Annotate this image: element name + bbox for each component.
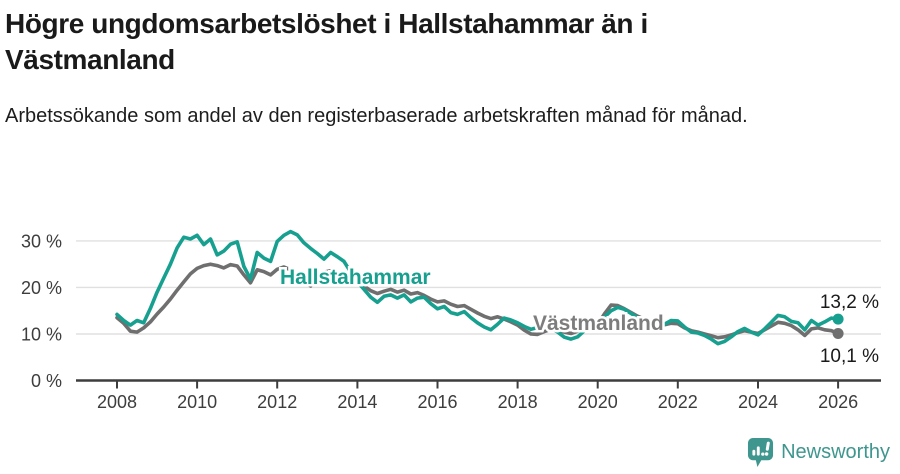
x-axis-tick-label: 2010 bbox=[177, 392, 217, 412]
x-axis-tick-label: 2024 bbox=[738, 392, 778, 412]
series-line-hallstahammar bbox=[115, 229, 840, 346]
series-label-hallstahammar: Hallstahammar bbox=[280, 266, 431, 289]
newsworthy-logo-icon bbox=[748, 438, 774, 467]
series-line-västmanland bbox=[115, 262, 840, 340]
series-end-dot-hallstahammar bbox=[832, 313, 844, 325]
y-axis-tick-label: 20 % bbox=[21, 278, 62, 298]
y-axis-tick-label: 30 % bbox=[21, 231, 62, 251]
line-chart: 30 % 20 % 10 % 0 % 2008 2010 2012 2014 2016 2018 2… bbox=[0, 200, 900, 474]
newsworthy-brand-text: Newsworthy bbox=[781, 441, 890, 463]
series-label-västmanland: Västmanland bbox=[533, 312, 664, 335]
end-value-label-hallstahammar: 13,2 % bbox=[820, 292, 879, 313]
end-value-label-västmanland: 10,1 % bbox=[820, 346, 879, 367]
y-axis-tick-label: 10 % bbox=[21, 325, 62, 345]
x-axis-tick-label: 2022 bbox=[658, 392, 698, 412]
newsworthy-branding: Newsworthy bbox=[747, 437, 890, 468]
y-axis-tick-label: 0 % bbox=[31, 371, 62, 391]
x-axis-tick-label: 2026 bbox=[818, 392, 858, 412]
chart-canvas: 30 % 20 % 10 % 0 % 2008 2010 2012 2014 2016 2018 2… bbox=[21, 229, 881, 412]
x-axis-tick-label: 2016 bbox=[417, 392, 457, 412]
x-axis-tick-label: 2020 bbox=[578, 392, 618, 412]
x-axis-tick-label: 2014 bbox=[337, 392, 377, 412]
page-title: Högre ungdomsarbetslöshet i Hallstahamma… bbox=[5, 8, 648, 75]
x-axis-tick-label: 2018 bbox=[498, 392, 538, 412]
x-axis-tick-label: 2012 bbox=[257, 392, 297, 412]
series-end-dot-västmanland bbox=[832, 328, 844, 339]
page-subtitle: Arbetssökande som andel av den registerb… bbox=[5, 105, 748, 128]
chart-header: Högre ungdomsarbetslöshet i Hallstahamma… bbox=[0, 0, 900, 200]
x-axis-tick-label: 2008 bbox=[97, 392, 137, 412]
